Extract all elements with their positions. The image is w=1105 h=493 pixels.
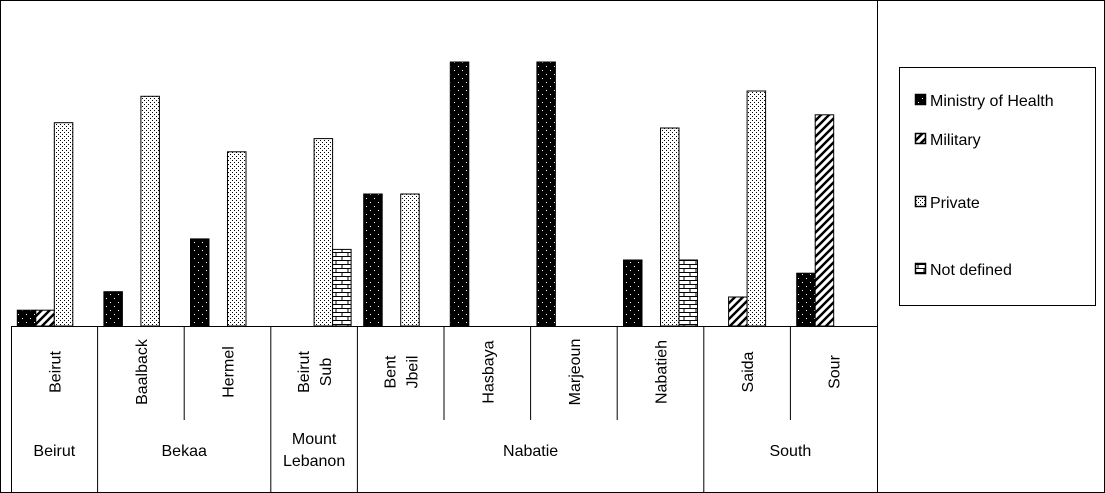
legend-label-ministry-of-health: Ministry of Health <box>930 93 1054 110</box>
bar-ministry-of-health-hermel <box>190 238 210 327</box>
bar-military-saida <box>728 296 748 327</box>
tick-label-bent-jbeil-2: Jbeil <box>405 356 422 389</box>
bar-private-beirut-sub <box>313 138 334 327</box>
bar-private-baalback <box>140 95 160 327</box>
bar-not-defined-beirut-sub <box>332 248 352 327</box>
bar-ministry-of-health-marjeoun <box>536 61 556 327</box>
bar-ministry-of-health-bent-jbeil <box>363 193 383 327</box>
tick-label-nabatieh: Nabatieh <box>654 340 671 404</box>
bar-private-beirut <box>53 122 74 327</box>
group-label-beirut: Beirut <box>33 443 75 460</box>
tick-label-beirut-sub-1: Beirut <box>296 351 313 393</box>
bars-layer <box>16 61 835 327</box>
bar-ministry-of-health-nabatieh <box>623 259 643 327</box>
group-label-nabatie: Nabatie <box>503 443 558 460</box>
bar-not-defined-nabatieh <box>678 259 698 327</box>
tick-label-hermel: Hermel <box>221 346 238 398</box>
tick-label-baalback: Baalback <box>134 338 151 405</box>
legend-swatch-not-defined <box>914 262 927 275</box>
legend-label-not-defined: Not defined <box>930 262 1012 279</box>
category-table: Beirut Beirut Baalback Hermel Bekaa Beirut Sub… <box>11 326 844 493</box>
tick-label-bent-jbeil-1: Bent <box>383 355 400 388</box>
bar-military-beirut <box>35 309 55 327</box>
bar-private-saida <box>746 90 767 327</box>
legend-label-military: Military <box>930 132 981 149</box>
group-label-mount-lebanon-1: Mount <box>292 431 337 448</box>
bar-ministry-of-health-sour <box>796 272 816 327</box>
tick-label-saida: Saida <box>740 351 757 392</box>
bar-military-sour <box>814 114 835 327</box>
legend-swatch-private <box>914 195 927 208</box>
tick-label-sour: Sour <box>827 354 844 388</box>
legend-box <box>899 67 1096 306</box>
bar-private-nabatieh <box>660 127 680 327</box>
group-label-south: South <box>769 443 811 460</box>
bar-ministry-of-health-beirut <box>16 309 37 327</box>
legend: Ministry of Health Military Private Not def… <box>899 67 1096 306</box>
group-label-bekaa: Bekaa <box>162 443 207 460</box>
group-label-mount-lebanon-2: Lebanon <box>283 453 345 470</box>
legend-swatch-ministry-of-health <box>914 93 927 106</box>
tick-label-beirut-sub-2: Sub <box>318 358 335 387</box>
bar-private-hermel <box>227 151 247 327</box>
legend-label-private: Private <box>930 195 980 212</box>
tick-label-beirut: Beirut <box>47 351 64 393</box>
legend-swatch-military <box>914 132 927 145</box>
tick-label-marjeoun: Marjeoun <box>567 339 584 406</box>
bar-ministry-of-health-baalback <box>103 291 123 327</box>
tick-label-hasbaya: Hasbaya <box>480 340 497 403</box>
bar-private-bent-jbeil <box>400 193 420 327</box>
bar-ministry-of-health-hasbaya <box>449 61 470 327</box>
